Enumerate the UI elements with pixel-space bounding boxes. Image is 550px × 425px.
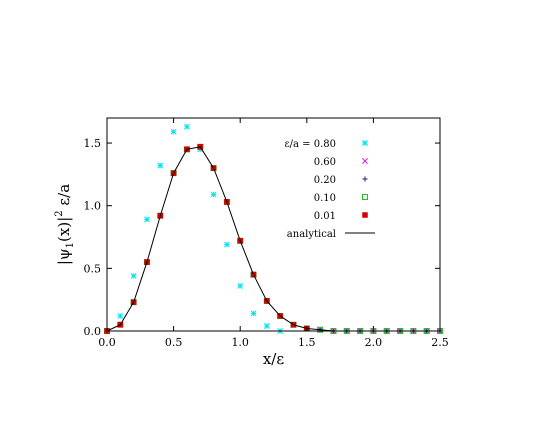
x-tick-label: 2.5 [431, 336, 449, 349]
data-point [223, 241, 230, 248]
legend-marker [362, 194, 368, 200]
x-tick-label: 0.5 [165, 336, 183, 349]
series-0.20 [104, 144, 443, 334]
data-point [130, 272, 137, 279]
legend-marker [362, 212, 368, 218]
data-point [263, 323, 270, 329]
data-point [170, 128, 177, 135]
plot-marks [104, 123, 443, 334]
legend-label: analytical [287, 229, 336, 240]
data-point [144, 216, 150, 223]
data-point [237, 282, 244, 289]
legend: ε/a = 0.80 0.60 0.20 0.10 0.01 analytical [284, 139, 375, 240]
y-label-psi: |ψ [55, 248, 73, 265]
data-point [157, 162, 164, 169]
y-label-sub: 1 [65, 242, 76, 248]
y-tick-label: 0.5 [84, 262, 102, 275]
series-0.60 [104, 143, 443, 334]
legend-marker [362, 158, 368, 164]
series-analytical [106, 146, 440, 332]
y-label-tail: ε/a [55, 184, 73, 211]
data-point [117, 313, 124, 319]
legend-label: 0.60 [314, 157, 336, 168]
data-point [183, 123, 190, 130]
x-axis-label: x/ε [263, 350, 285, 368]
legend-label: 0.20 [314, 175, 336, 186]
x-tick-label: 2.0 [365, 336, 383, 349]
data-point [210, 191, 217, 198]
y-tick-label: 1.0 [84, 200, 102, 213]
y-tick-label: 1.5 [84, 137, 102, 150]
legend-label: 0.01 [314, 211, 336, 222]
y-tick-label: 0.0 [84, 325, 102, 338]
x-tick-label: 1.0 [231, 336, 249, 349]
series-0.80 [104, 123, 284, 334]
legend-label: ε/a = 0.80 [284, 139, 336, 150]
legend-marker [362, 176, 368, 182]
legend-marker [362, 140, 368, 146]
analytical-line [106, 146, 440, 332]
x-tick-label: 1.5 [298, 336, 316, 349]
plot-frame [106, 117, 441, 332]
y-label-mid: (x)| [55, 217, 73, 242]
series-0.10 [104, 143, 443, 334]
legend-label: 0.10 [314, 193, 336, 204]
axes: 0.0 0.5 1.0 1.5 2.0 2.5 0.0 0.5 1.0 1.5 [84, 118, 449, 349]
y-axis-label: |ψ1(x)|2 ε/a [54, 184, 76, 265]
x-tick-label: 0.0 [98, 336, 116, 349]
data-point [250, 310, 257, 317]
y-label-sup: 2 [54, 210, 65, 216]
